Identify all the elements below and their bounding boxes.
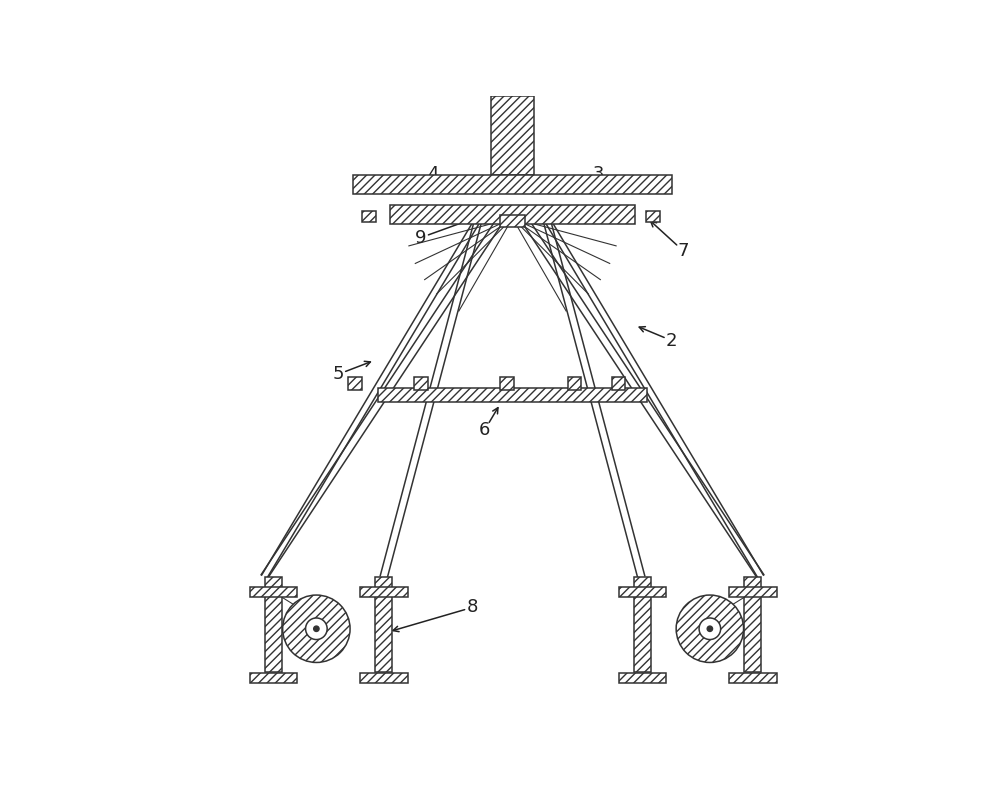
Bar — [619, 587, 666, 597]
Bar — [250, 587, 297, 597]
Bar — [375, 576, 392, 672]
Text: 7: 7 — [677, 242, 689, 259]
Bar — [744, 576, 761, 672]
Circle shape — [676, 595, 744, 662]
Bar — [729, 587, 777, 597]
Text: 9: 9 — [415, 228, 426, 247]
Bar — [390, 205, 635, 224]
Text: 4: 4 — [427, 165, 439, 183]
Bar — [612, 377, 625, 390]
Bar — [568, 377, 581, 390]
Circle shape — [306, 618, 327, 639]
Bar — [634, 576, 651, 672]
Circle shape — [707, 626, 713, 631]
Bar — [619, 673, 666, 683]
Text: 5: 5 — [332, 365, 344, 384]
Bar — [500, 215, 525, 228]
Circle shape — [283, 595, 350, 662]
Text: 6: 6 — [479, 420, 491, 439]
Text: 3: 3 — [593, 165, 604, 183]
Bar — [491, 96, 534, 175]
Bar — [348, 377, 362, 390]
Bar — [414, 377, 428, 390]
Circle shape — [314, 626, 319, 631]
Bar — [353, 175, 672, 193]
Bar — [360, 673, 408, 683]
Bar — [646, 212, 660, 222]
Bar — [378, 388, 647, 402]
Text: 8: 8 — [467, 599, 478, 616]
Bar — [500, 377, 514, 390]
Bar — [250, 673, 297, 683]
Text: 2: 2 — [666, 332, 678, 349]
Bar — [729, 673, 777, 683]
Circle shape — [699, 618, 721, 639]
Bar — [362, 212, 376, 222]
Bar — [265, 576, 282, 672]
Bar — [360, 587, 408, 597]
